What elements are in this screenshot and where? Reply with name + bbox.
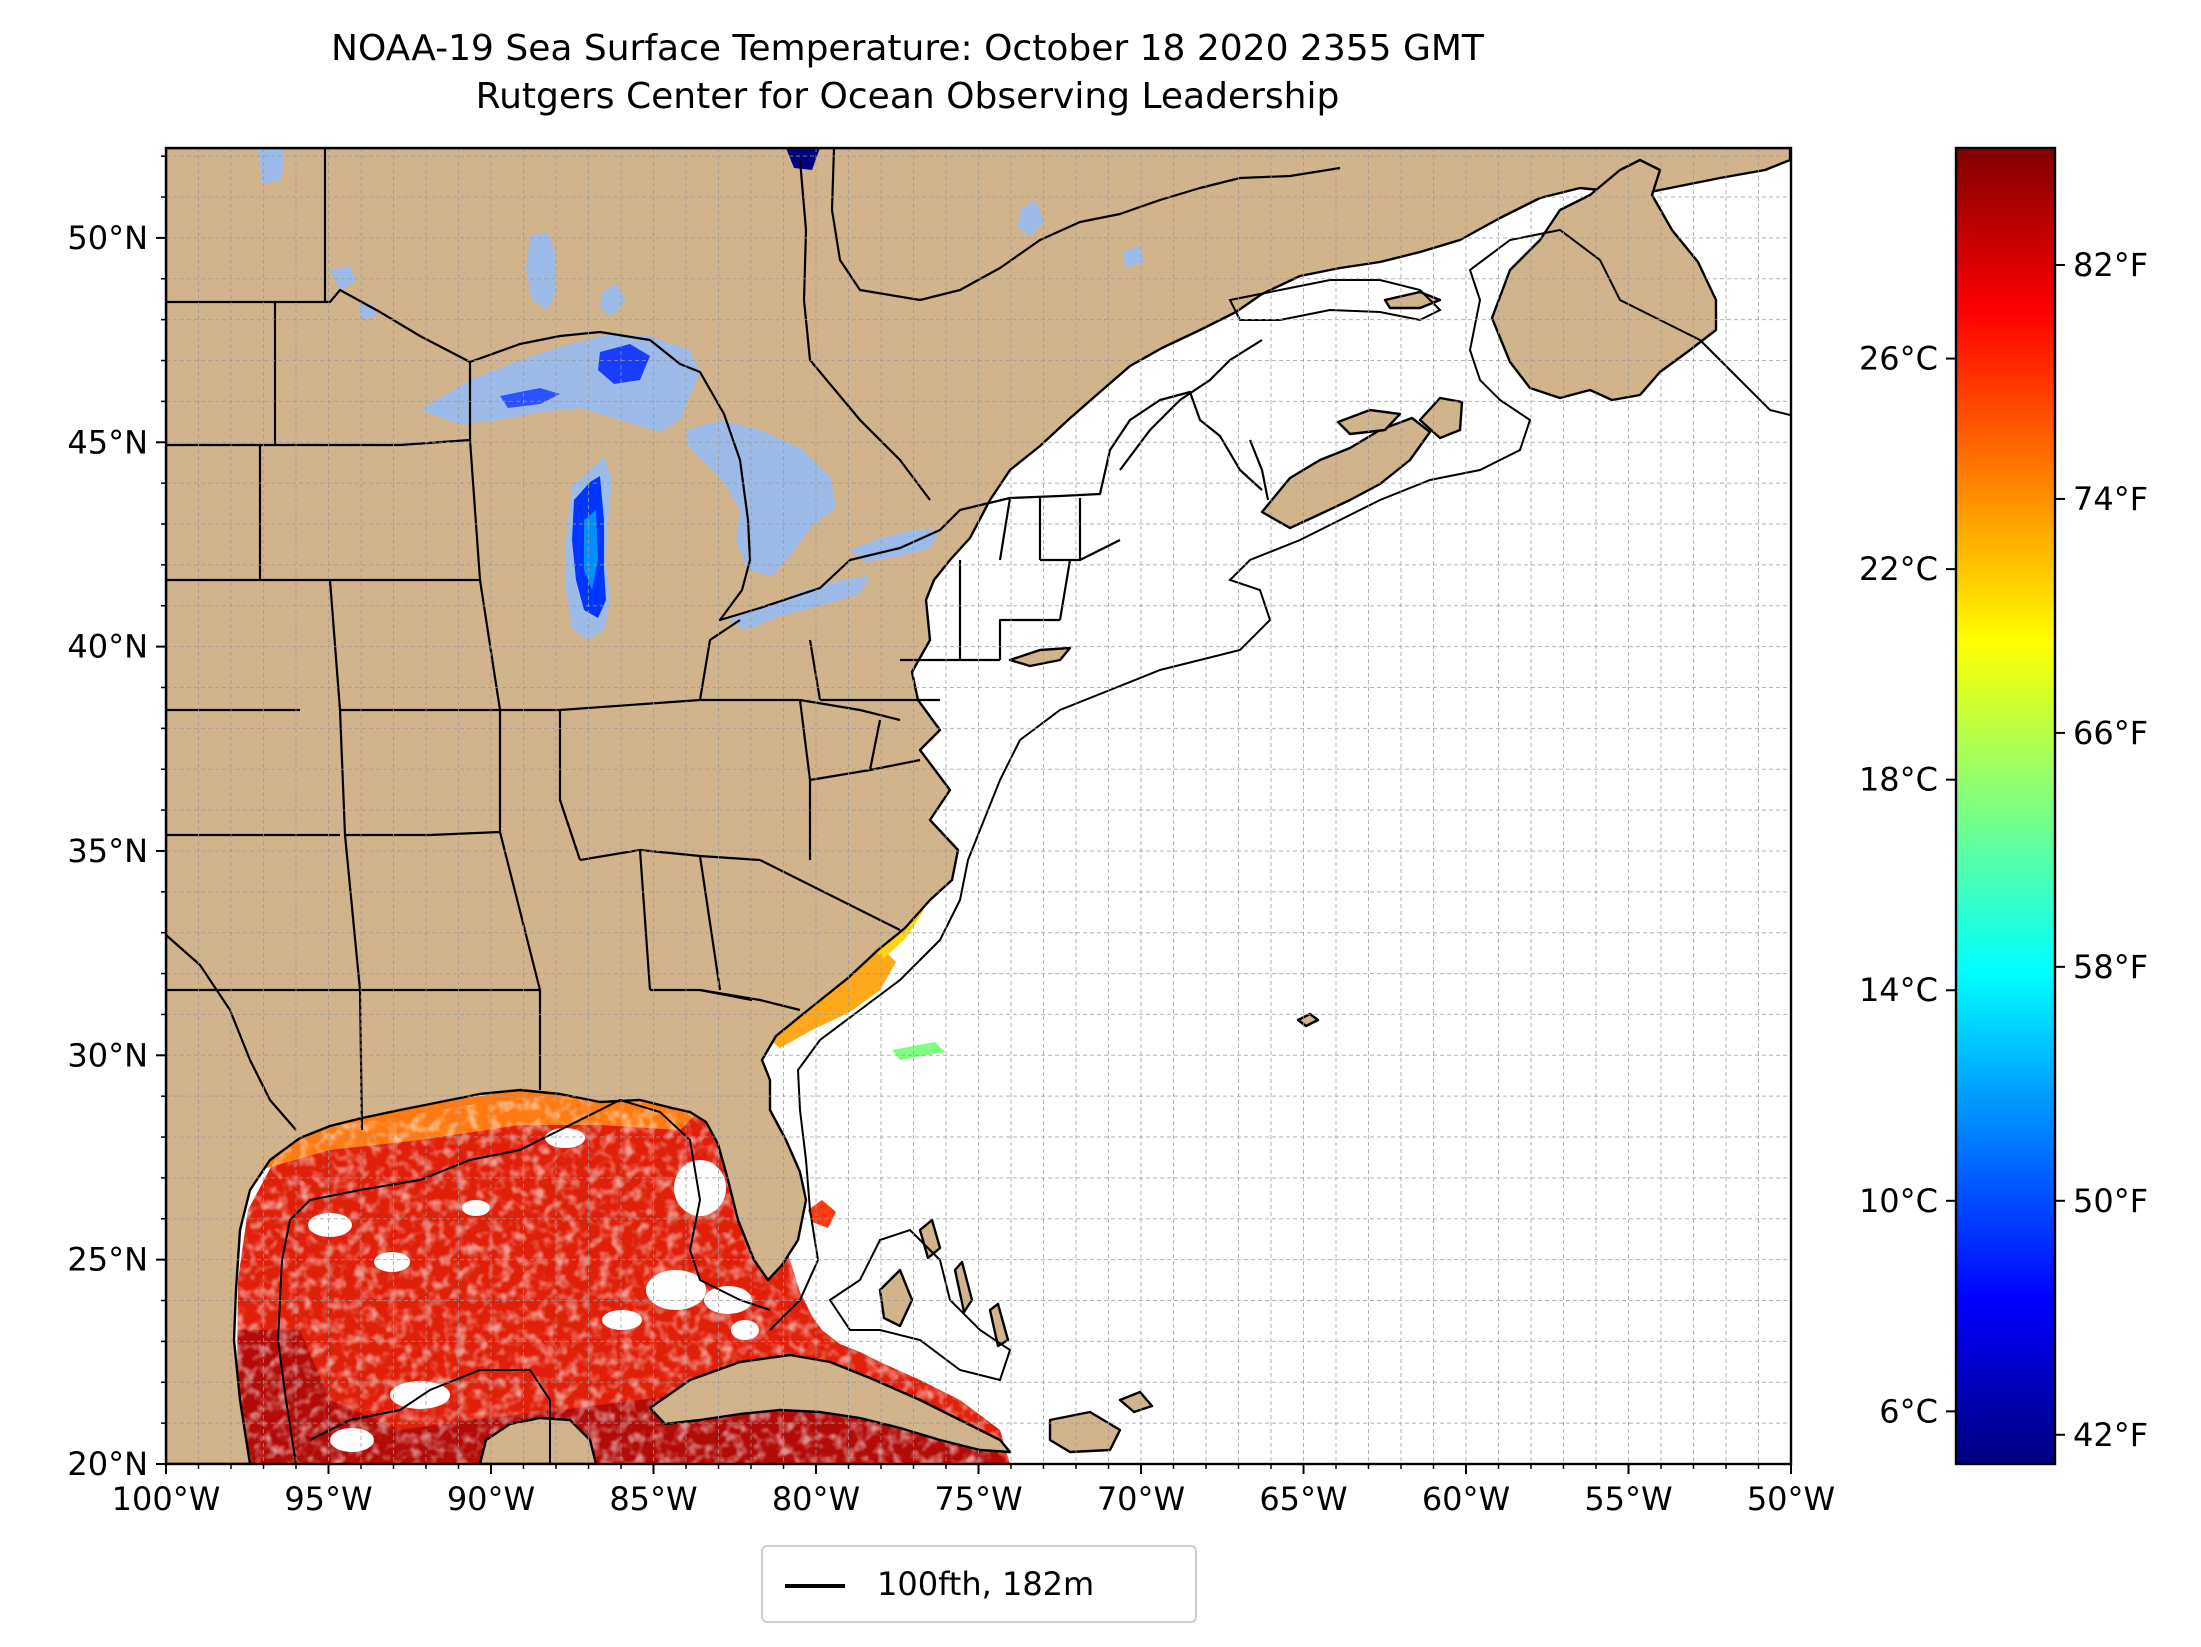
colorbar-celsius-label: 14°C xyxy=(1859,971,1938,1009)
isobath-gulf xyxy=(276,1098,771,1464)
hispaniola xyxy=(1048,1410,1122,1454)
lake-minor-north xyxy=(258,150,284,184)
map-panel xyxy=(166,148,1791,1464)
colorbar: 6°C 10°C 14°C 18°C 22°C 26°C 42°F 50°F 58°F 66°F… xyxy=(1859,146,2148,1466)
lon-tick-label: 80°W xyxy=(772,1480,860,1518)
latitude-axis: 20°N 25°N 30°N 35°N 40°N 45°N 50°N xyxy=(67,155,166,1483)
bahamas-eleuthera xyxy=(953,1260,974,1314)
map-subtitle: Rutgers Center for Ocean Observing Leade… xyxy=(475,76,1340,117)
lat-tick-label: 30°N xyxy=(67,1036,148,1074)
lon-tick-label: 65°W xyxy=(1259,1480,1347,1518)
lat-tick-label: 50°N xyxy=(67,219,148,257)
colorbar-celsius-label: 6°C xyxy=(1879,1392,1938,1430)
colorbar-fahrenheit-label: 58°F xyxy=(2073,948,2148,986)
yucatan-peninsula xyxy=(478,1416,598,1464)
colorbar-fahrenheit-label: 50°F xyxy=(2073,1182,2148,1220)
sst-florida-strait xyxy=(808,1200,836,1228)
lon-tick-label: 85°W xyxy=(609,1480,697,1518)
bahamas-cat-island xyxy=(988,1302,1010,1348)
colorbar-body xyxy=(1956,148,2055,1464)
quebec-labrador-border xyxy=(830,148,1341,302)
lake-nipigon xyxy=(600,284,626,316)
long-island xyxy=(1008,646,1072,668)
ontario-quebec-border xyxy=(798,159,931,501)
lake-superior-sst-2 xyxy=(500,388,560,408)
turks-caicos xyxy=(1118,1390,1154,1414)
bahamas-abaco xyxy=(918,1218,942,1260)
lon-tick-label: 90°W xyxy=(447,1480,535,1518)
nb-qc-border xyxy=(1119,339,1263,471)
lon-tick-label: 55°W xyxy=(1584,1480,1672,1518)
lat-tick-label: 20°N xyxy=(67,1445,148,1483)
lon-tick-label: 75°W xyxy=(934,1480,1022,1518)
lake-of-the-woods xyxy=(330,266,356,290)
us-mexico-border xyxy=(166,934,297,1131)
isobath-atlantic xyxy=(769,228,1791,1331)
bahamas-andros xyxy=(878,1268,914,1328)
legend: 100fth, 182m xyxy=(761,1545,1197,1623)
lake-michigan-sst-inner xyxy=(584,510,598,590)
nb-ns-border xyxy=(1248,439,1270,501)
lat-tick-label: 45°N xyxy=(67,423,148,461)
florida-border xyxy=(699,988,801,1012)
lon-tick-label: 100°W xyxy=(112,1480,221,1518)
lake-manicouagan xyxy=(1122,246,1144,268)
lon-tick-label: 60°W xyxy=(1422,1480,1510,1518)
colorbar-celsius-label: 18°C xyxy=(1859,761,1938,799)
lake-mistassini xyxy=(1018,200,1044,236)
colorbar-fahrenheit-label: 74°F xyxy=(2073,480,2148,518)
sst-offshore-patch xyxy=(892,1042,945,1060)
legend-isobath-swatch xyxy=(785,1584,845,1588)
newfoundland xyxy=(1490,158,1718,402)
lake-winnipeg xyxy=(526,232,556,310)
lon-tick-label: 70°W xyxy=(1097,1480,1185,1518)
lat-tick-label: 25°N xyxy=(67,1241,148,1279)
legend-isobath-label: 100fth, 182m xyxy=(877,1565,1095,1603)
colorbar-fahrenheit-label: 82°F xyxy=(2073,246,2148,284)
isobath-100fth xyxy=(276,228,1791,1464)
colorbar-celsius-axis: 6°C 10°C 14°C 18°C 22°C 26°C xyxy=(1859,340,1956,1430)
land-masses xyxy=(166,148,1791,1464)
lake-superior-sst xyxy=(598,344,650,384)
lat-tick-label: 40°N xyxy=(67,628,148,666)
colorbar-fahrenheit-axis: 42°F 50°F 58°F 66°F 74°F 82°F xyxy=(2055,246,2148,1454)
colorbar-celsius-label: 22°C xyxy=(1859,550,1938,588)
state-borders-northeast xyxy=(900,497,1121,662)
isobath-bahamas xyxy=(828,1228,1012,1382)
lake-huron xyxy=(686,420,836,576)
lon-tick-label: 50°W xyxy=(1747,1480,1835,1518)
colorbar-celsius-label: 26°C xyxy=(1859,340,1938,378)
colorbar-fahrenheit-label: 66°F xyxy=(2073,714,2148,752)
colorbar-celsius-label: 10°C xyxy=(1859,1182,1938,1220)
map-title: NOAA-19 Sea Surface Temperature: October… xyxy=(331,28,1484,69)
hudson-bay-sst xyxy=(786,148,820,170)
political-borders xyxy=(166,148,1341,1131)
colorbar-fahrenheit-label: 42°F xyxy=(2073,1416,2148,1454)
cuba xyxy=(648,1353,1012,1454)
lake-erie xyxy=(728,576,870,630)
longitude-axis: 100°W 95°W 90°W 85°W 80°W 75°W 70°W 65°W 60°W 55°… xyxy=(112,1464,1835,1518)
colorbar-frame xyxy=(1954,146,2057,1466)
state-borders-central xyxy=(275,360,560,1090)
us-canada-border xyxy=(166,288,1263,622)
lat-tick-label: 35°N xyxy=(67,832,148,870)
north-america-mainland xyxy=(166,148,1791,1464)
lon-tick-label: 95°W xyxy=(284,1480,372,1518)
sst-south-atlantic-bight xyxy=(765,948,896,1048)
